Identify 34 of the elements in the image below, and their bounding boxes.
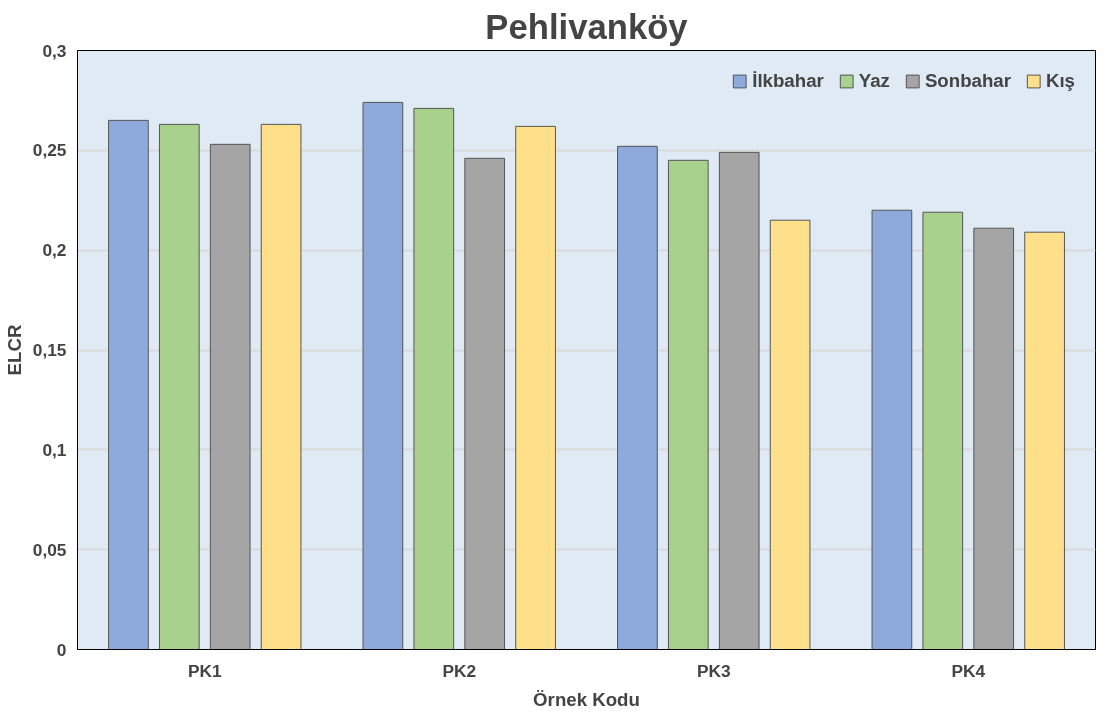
- legend-label: Yaz: [858, 70, 890, 92]
- bar: [515, 125, 556, 650]
- y-tick-label: 0,2: [42, 240, 67, 261]
- bar: [922, 211, 964, 650]
- legend-label: Sonbahar: [924, 70, 1011, 92]
- chart-title: Pehlivanköy: [485, 7, 689, 46]
- x-tick-label: PK2: [442, 660, 477, 681]
- x-tick-label: PK1: [187, 660, 222, 681]
- legend-label: Kış: [1045, 70, 1075, 92]
- bar: [769, 219, 811, 650]
- x-tick-label: PK3: [696, 660, 731, 681]
- x-axis-title: Örnek Kodu: [533, 688, 640, 710]
- bar: [973, 227, 1015, 650]
- bar: [413, 107, 455, 650]
- bar: [209, 143, 251, 650]
- bar: [1024, 231, 1065, 650]
- bar: [108, 119, 149, 650]
- y-tick-label: 0: [56, 639, 67, 660]
- x-tick-label: PK4: [951, 660, 986, 681]
- bar: [667, 159, 709, 650]
- bar: [260, 123, 302, 650]
- y-axis-title: ELCR: [3, 324, 25, 376]
- bar: [871, 209, 913, 650]
- y-tick-label: 0,05: [32, 539, 67, 560]
- bar: [362, 101, 404, 650]
- bar: [718, 151, 760, 650]
- bar: [464, 157, 506, 650]
- y-tick-label: 0,25: [32, 140, 67, 161]
- bar: [158, 123, 200, 650]
- y-tick-label: 0,1: [42, 439, 67, 460]
- y-tick-label: 0,3: [42, 40, 67, 61]
- legend-label: İlkbahar: [752, 70, 824, 92]
- y-tick-label: 0,15: [32, 340, 67, 360]
- bar: [617, 145, 658, 650]
